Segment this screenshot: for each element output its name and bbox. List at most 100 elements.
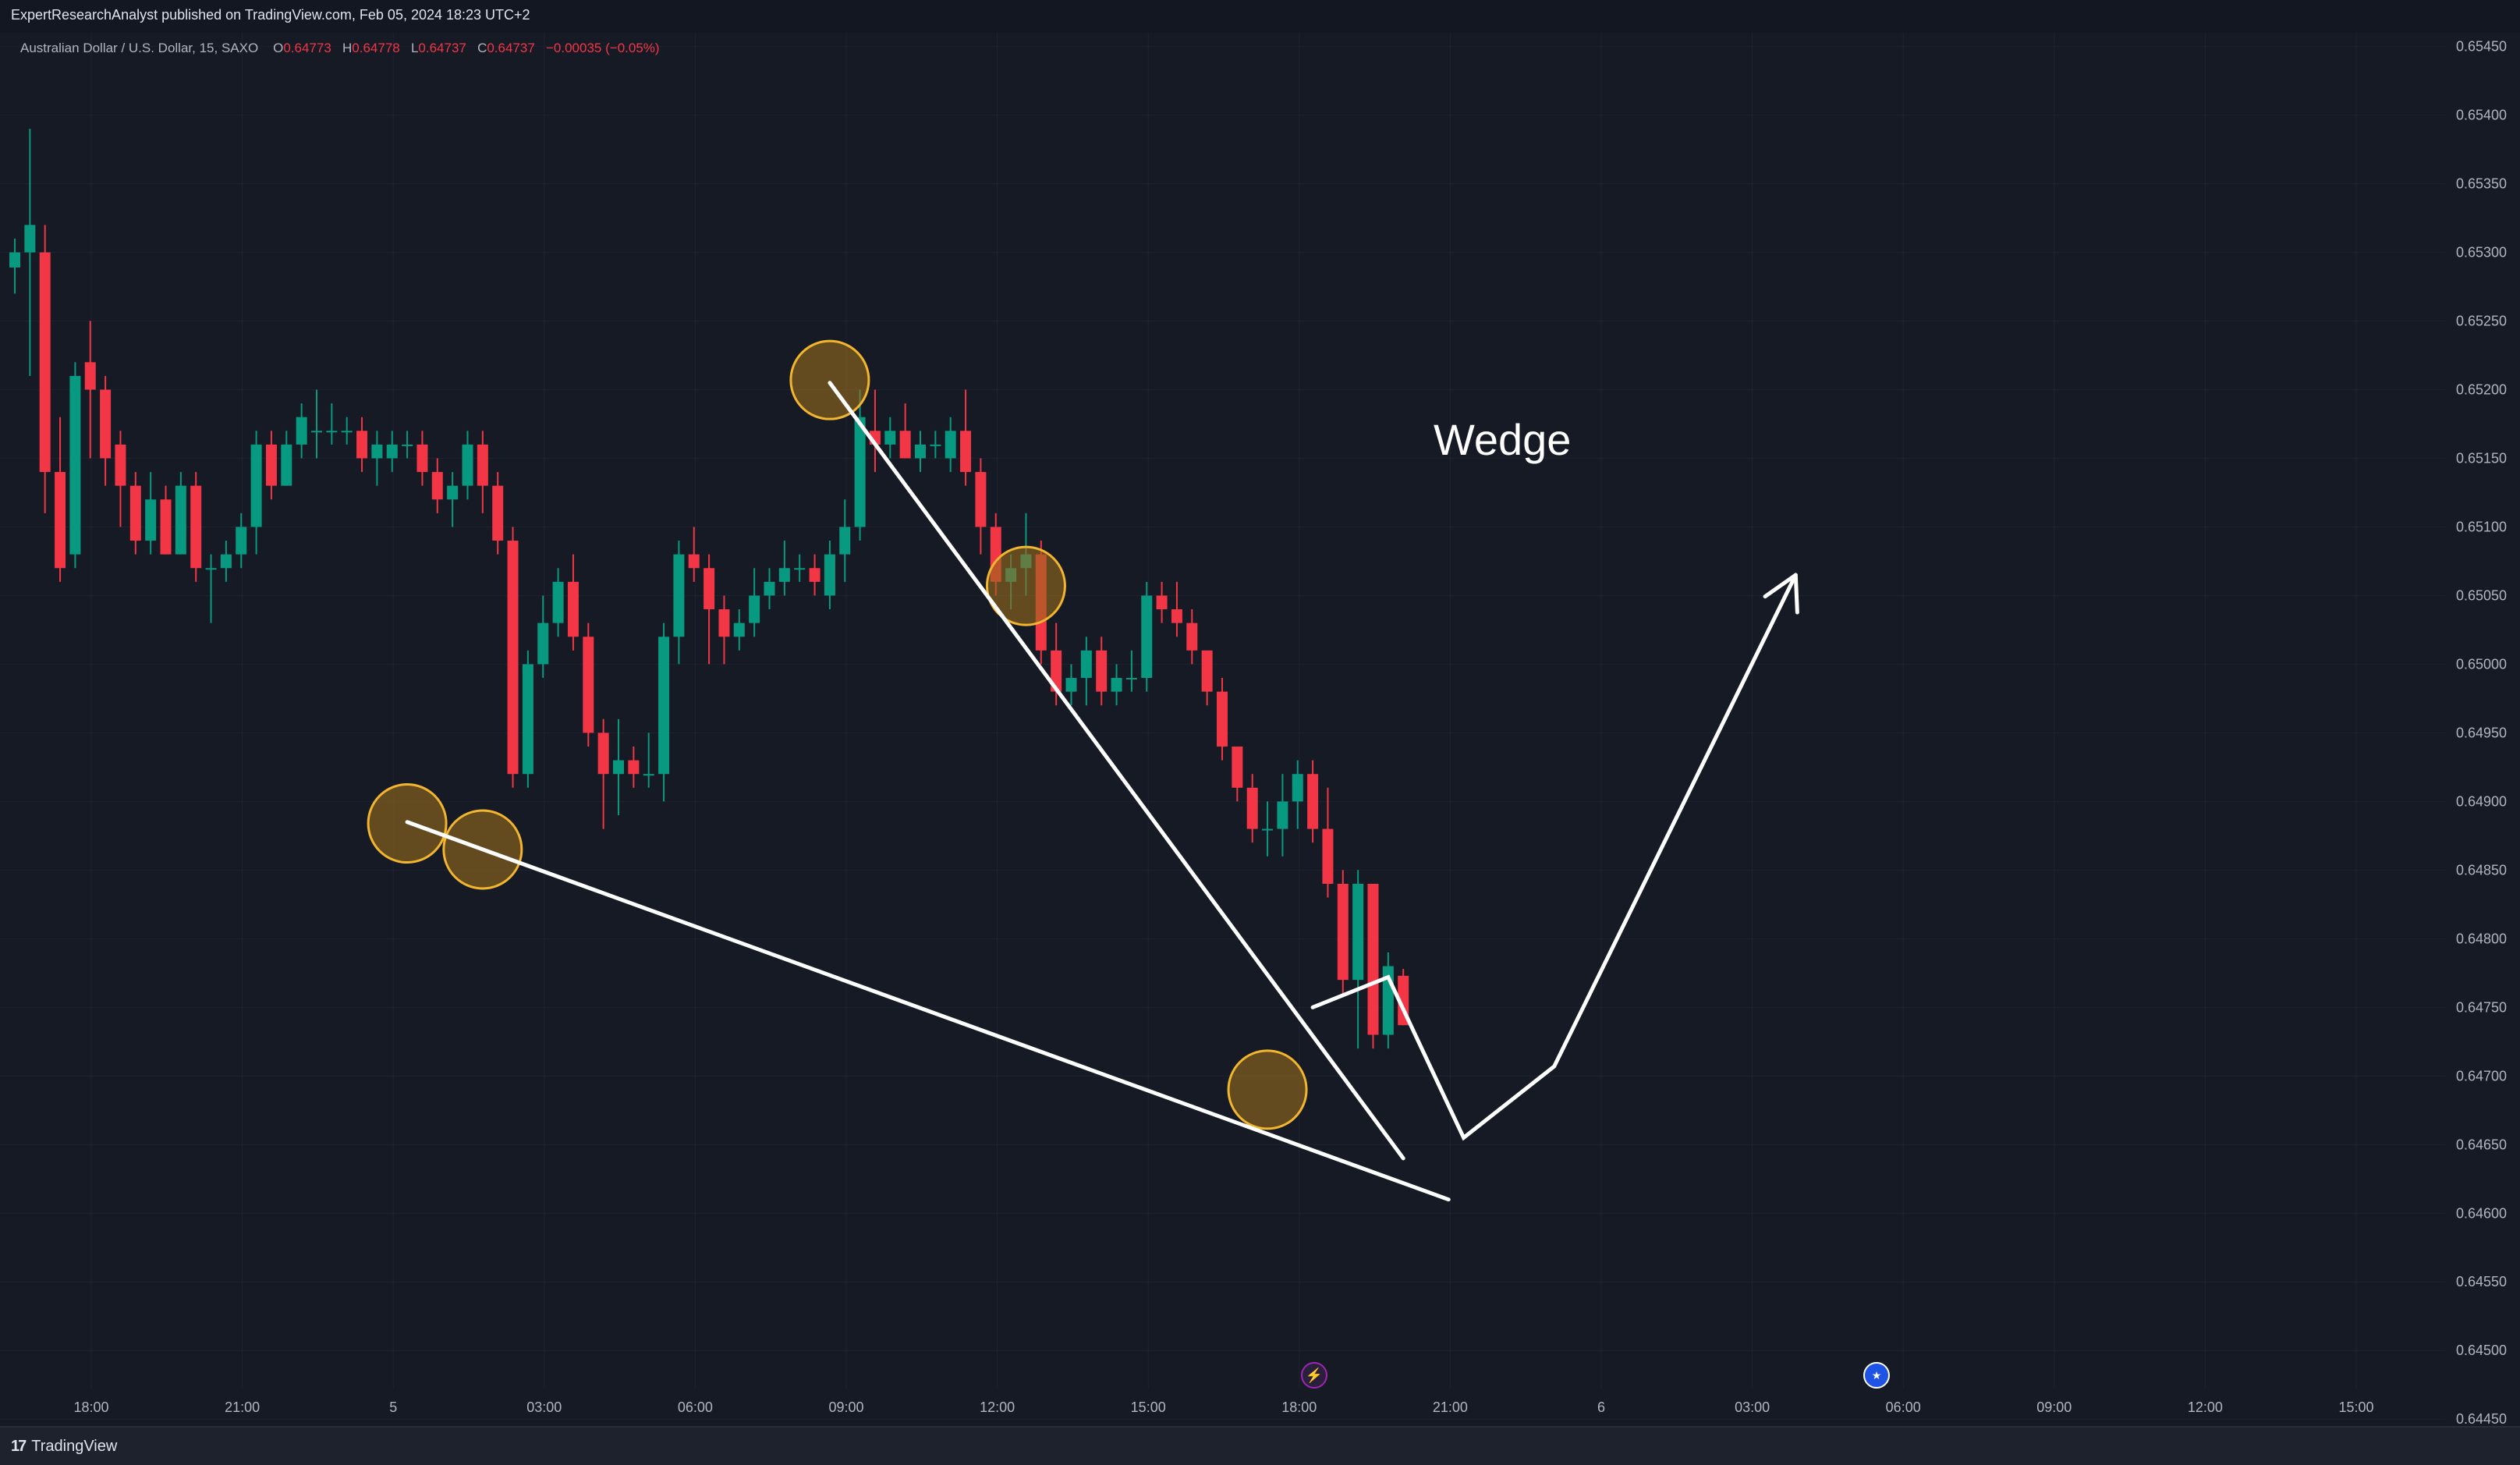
candle-down <box>477 444 488 486</box>
candle-up <box>250 444 262 527</box>
candle-up <box>552 581 564 623</box>
candle-up <box>1080 650 1092 679</box>
candle-down <box>55 472 66 569</box>
candle-down <box>1307 774 1319 829</box>
time-tick-label: 12:00 <box>980 1399 1015 1415</box>
candle-up <box>522 664 533 775</box>
time-tick-label: 09:00 <box>2036 1399 2072 1415</box>
price-tick-label: 0.64900 <box>2456 793 2507 809</box>
candle-down <box>84 362 96 390</box>
candle-up <box>69 375 81 555</box>
price-tick-label: 0.65100 <box>2456 519 2507 534</box>
price-tick-label: 0.65300 <box>2456 245 2507 261</box>
drawing-layer[interactable] <box>367 339 1799 1202</box>
candle-down <box>1186 623 1198 651</box>
projection-path <box>1310 573 1798 1141</box>
candle-down <box>809 568 821 582</box>
candle-up <box>658 637 670 775</box>
candle-down <box>100 389 112 459</box>
close-label: C <box>477 41 487 55</box>
candle-down <box>1232 746 1243 788</box>
open-label: O <box>273 41 284 55</box>
candle-down <box>1051 650 1062 692</box>
time-tick-label: 21:00 <box>225 1399 260 1415</box>
wedge-lower-trendline <box>405 820 1451 1202</box>
candle-up <box>326 431 338 433</box>
price-tick-label: 0.64950 <box>2456 725 2507 740</box>
candle-up <box>945 431 956 459</box>
candle-up <box>236 527 247 555</box>
high-label: H <box>342 41 353 55</box>
candle-up <box>220 554 232 569</box>
candle-down <box>628 760 640 775</box>
candle-down <box>431 472 443 500</box>
wedge-label[interactable]: Wedge <box>1434 415 1571 464</box>
candle-down <box>597 732 609 775</box>
candle-down <box>583 637 594 733</box>
candle-up <box>1141 595 1153 679</box>
candle-up <box>9 252 20 268</box>
candle-down <box>1096 650 1108 692</box>
candlestick-series <box>9 129 1409 1049</box>
candle-down <box>1156 595 1168 610</box>
time-tick-label: 18:00 <box>73 1399 108 1415</box>
price-tick-label: 0.64850 <box>2456 862 2507 878</box>
price-axis[interactable]: 0.65450 0.65400 0.65350 0.65300 0.65250 0.652… <box>2456 39 2507 1428</box>
candle-up <box>311 431 322 433</box>
chart-background <box>0 33 2520 1426</box>
candle-down <box>160 499 172 555</box>
candle-up <box>1111 678 1122 692</box>
candle-up <box>764 581 775 596</box>
candle-up <box>749 595 760 623</box>
low-label: L <box>410 41 419 55</box>
candle-down <box>718 609 730 637</box>
candle-up <box>824 554 835 596</box>
pivot-circle <box>789 339 870 420</box>
time-tick-label: 6 <box>1597 1399 1605 1415</box>
price-tick-label: 0.64650 <box>2456 1137 2507 1152</box>
candle-up <box>778 568 790 582</box>
projection-arrowhead <box>1763 573 1799 615</box>
candle-up <box>1125 678 1137 680</box>
time-tick-label: 03:00 <box>526 1399 562 1415</box>
candle-up <box>1277 801 1288 829</box>
candle-down <box>1337 883 1349 981</box>
candle-up <box>1262 828 1274 831</box>
candle-up <box>537 623 549 665</box>
candle-down <box>416 444 428 473</box>
open-value: 0.64773 <box>283 41 331 55</box>
candle-up <box>930 444 941 446</box>
price-tick-label: 0.65000 <box>2456 656 2507 672</box>
close-value: 0.64737 <box>487 41 535 55</box>
price-tick-label: 0.65150 <box>2456 450 2507 466</box>
pivot-circle <box>985 545 1066 626</box>
symbol-name: Australian Dollar / U.S. Dollar, 15, SAX… <box>20 41 259 55</box>
candle-down <box>492 485 504 541</box>
candle-up <box>884 431 896 445</box>
time-tick-label: 09:00 <box>828 1399 863 1415</box>
time-tick-label: 12:00 <box>2188 1399 2223 1415</box>
australia-flag-icon[interactable]: ★ <box>1863 1362 1890 1389</box>
time-tick-label: 06:00 <box>678 1399 713 1415</box>
time-tick-label: 21:00 <box>1433 1399 1468 1415</box>
price-tick-label: 0.65350 <box>2456 176 2507 192</box>
candle-up <box>673 554 685 637</box>
candle-up <box>386 444 398 459</box>
time-tick-label: 5 <box>389 1399 397 1415</box>
candle-down <box>960 431 972 473</box>
candle-up <box>915 444 926 459</box>
candle-down <box>975 472 987 527</box>
brand-name: TradingView <box>31 1438 118 1455</box>
tradingview-logo[interactable]: 17 TradingView <box>11 1438 117 1456</box>
time-axis[interactable]: 18:00 21:00 5 03:00 06:00 09:00 12:00 15:00 18:0… <box>73 1399 2373 1415</box>
time-tick-label: 03:00 <box>1735 1399 1770 1415</box>
candle-down <box>129 485 141 541</box>
lightning-icon[interactable]: ⚡ <box>1301 1362 1327 1389</box>
candle-down <box>356 431 368 459</box>
candle-up <box>175 485 186 555</box>
candle-up <box>613 760 624 775</box>
time-tick-label: 18:00 <box>1281 1399 1317 1415</box>
candle-up <box>145 499 157 541</box>
candle-down <box>265 444 277 486</box>
